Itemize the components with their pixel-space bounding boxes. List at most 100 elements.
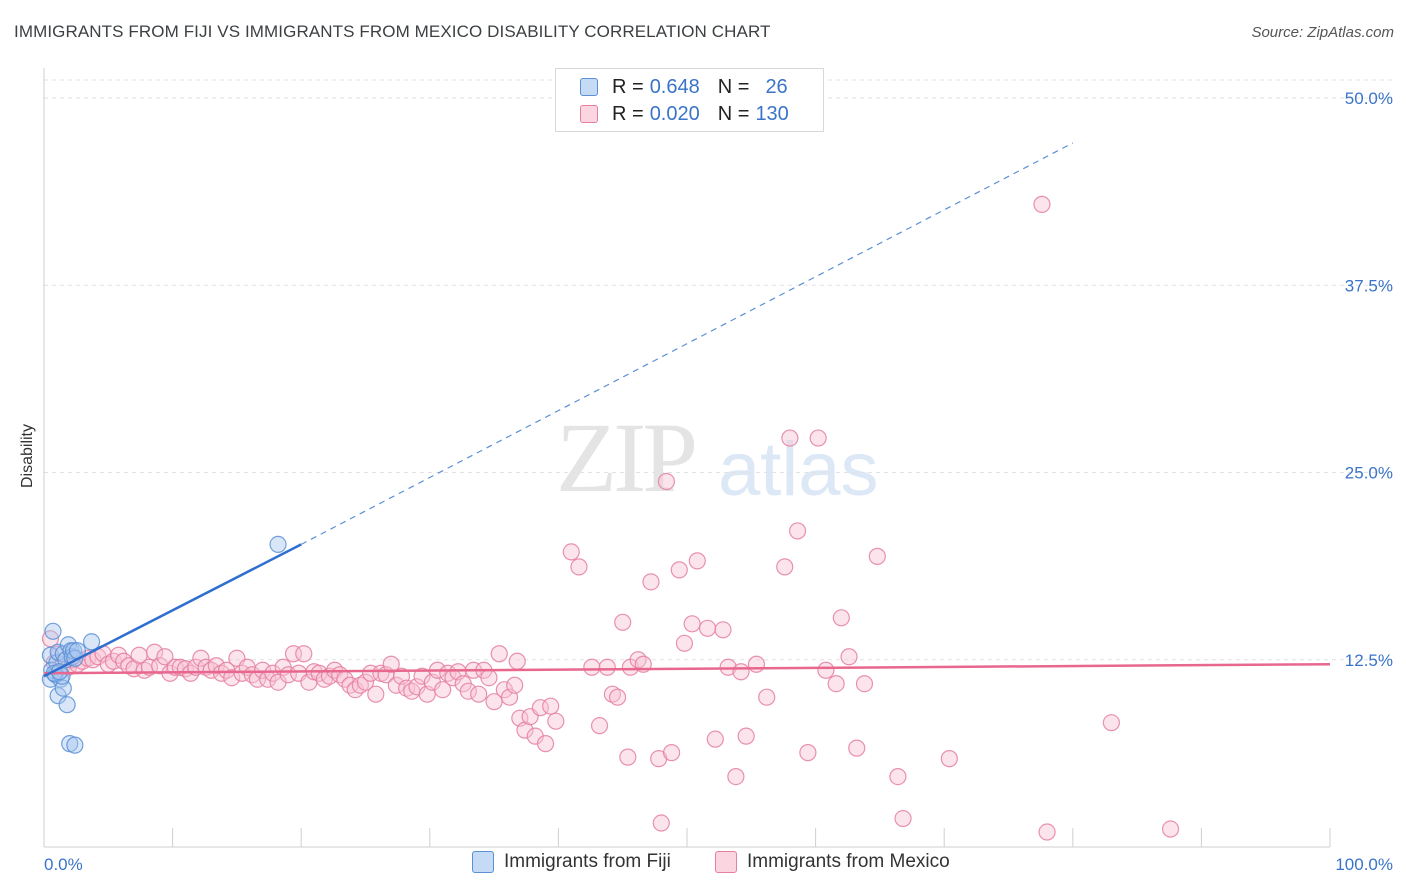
point-mexico (536, 735, 555, 753)
point-fiji (58, 696, 76, 714)
legend-r-label: R = (612, 75, 644, 98)
point-mexico (542, 697, 560, 715)
watermark-zip: ZIP (556, 402, 698, 513)
point-mexico (840, 648, 858, 666)
point-mexico (506, 676, 524, 694)
point-mexico (562, 543, 580, 561)
point-mexico (508, 652, 526, 670)
point-mexico (940, 750, 958, 768)
point-mexico (382, 655, 400, 673)
point-mexico (727, 767, 745, 786)
point-mexico (827, 675, 845, 693)
point-mexico (480, 669, 498, 687)
trendline-fiji-extension (300, 142, 1074, 545)
bottom-legend-swatch-mexico (715, 851, 737, 873)
point-mexico (657, 472, 676, 491)
point-mexico (619, 748, 637, 766)
point-mexico (490, 645, 508, 663)
point-mexico (683, 615, 701, 633)
legend-r-value: 0.648 (649, 75, 700, 98)
point-mexico (485, 693, 503, 711)
point-mexico (788, 522, 807, 540)
point-mexico (608, 688, 627, 706)
point-mexico (747, 655, 766, 673)
point-mexico (706, 730, 724, 748)
correlation-legend: R = 0.648 N = 26 R = 0.020 N = 130 (555, 68, 824, 132)
legend-n-value: 130 (755, 102, 789, 125)
y-tick-label: 25.0% (1345, 464, 1393, 483)
point-mexico (295, 645, 313, 663)
point-mexico (894, 809, 912, 828)
source-credit: Source: ZipAtlas.com (1251, 24, 1394, 41)
point-mexico (470, 685, 488, 703)
legend-n-label: N = (717, 102, 750, 125)
point-mexico (387, 676, 405, 694)
point-mexico (1102, 714, 1120, 732)
y-tick-label: 50.0% (1345, 89, 1393, 108)
point-mexico (662, 744, 681, 762)
watermark-atlas: atlas (718, 427, 879, 512)
point-mexico (570, 558, 588, 576)
point-mexico (776, 558, 794, 576)
trendline-fiji (43, 543, 302, 678)
x-tick-label-max: 100.0% (1335, 855, 1393, 874)
point-mexico (670, 561, 688, 579)
legend-n-label: N = (717, 75, 750, 98)
point-mexico (799, 744, 817, 762)
legend-r-label: R = (612, 102, 644, 125)
bottom-legend-label-mexico: Immigrants from Mexico (747, 851, 950, 872)
point-mexico (614, 613, 632, 631)
x-tick-label-min: 0.0% (44, 855, 83, 874)
point-mexico (1038, 823, 1056, 841)
y-tick-label: 37.5% (1345, 276, 1393, 295)
point-mexico (547, 712, 565, 730)
legend-swatch-fiji (580, 78, 598, 96)
point-mexico (590, 717, 609, 735)
point-fiji (66, 736, 84, 754)
point-mexico (855, 675, 874, 693)
point-mexico (809, 429, 827, 447)
point-mexico (758, 688, 776, 706)
trendline-mexico (43, 662, 1331, 675)
point-mexico (652, 814, 670, 832)
point-mexico (642, 573, 660, 591)
point-mexico (698, 619, 717, 637)
point-mexico (832, 609, 850, 627)
point-mexico (598, 658, 616, 676)
bottom-legend-mexico[interactable]: Immigrants from Mexico (715, 851, 950, 873)
chart-title: IMMIGRANTS FROM FIJI VS IMMIGRANTS FROM … (14, 22, 771, 41)
point-mexico (781, 429, 799, 447)
point-mexico (737, 727, 755, 745)
legend-n-value: 26 (765, 75, 788, 98)
point-mexico (413, 667, 431, 685)
point-mexico (135, 661, 153, 679)
point-mexico (603, 685, 622, 703)
point-mexico (583, 658, 601, 676)
legend-row-mexico: R = 0.020 N = 130 (580, 102, 807, 126)
point-mexico (434, 681, 452, 699)
bottom-legend-label-fiji: Immigrants from Fiji (504, 851, 671, 872)
point-mexico (351, 676, 369, 694)
point-mexico (675, 634, 694, 652)
point-mexico (356, 673, 375, 691)
legend-r-value: 0.020 (649, 102, 700, 125)
point-mexico (1033, 195, 1051, 213)
legend-row-fiji: R = 0.648 N = 26 (580, 75, 806, 99)
point-mexico (714, 621, 732, 639)
y-tick-label: 12.5% (1345, 651, 1393, 670)
point-mexico (156, 648, 174, 666)
point-mexico (459, 682, 477, 700)
bottom-legend-fiji[interactable]: Immigrants from Fiji (472, 851, 671, 873)
point-mexico (848, 739, 866, 757)
point-mexico (223, 669, 241, 687)
point-mexico (688, 552, 706, 570)
bottom-legend-swatch-fiji (472, 851, 494, 873)
point-mexico (732, 663, 750, 681)
point-mexico (367, 685, 385, 703)
point-mexico (192, 649, 210, 667)
point-mexico (889, 767, 907, 786)
point-mexico (254, 661, 272, 679)
point-fiji (82, 633, 101, 651)
point-fiji (44, 622, 62, 640)
